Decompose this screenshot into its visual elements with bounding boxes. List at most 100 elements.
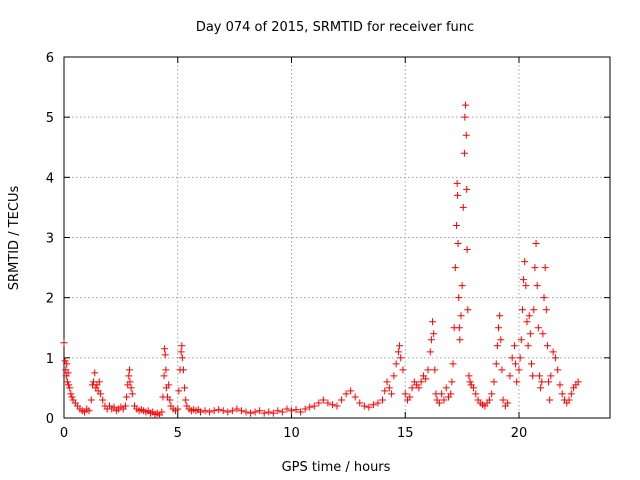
data-point-0-220: [528, 360, 536, 368]
data-point-0-239: [551, 354, 559, 362]
data-point-0-228: [537, 384, 545, 392]
data-point-0-175: [460, 149, 468, 157]
data-point-0-67: [166, 396, 174, 404]
data-point-0-238: [549, 348, 557, 356]
data-point-0-0: [60, 339, 68, 347]
data-point-0-209: [515, 366, 523, 374]
data-point-0-120: [351, 393, 359, 401]
data-point-0-61: [161, 345, 169, 353]
data-point-0-129: [385, 384, 393, 392]
data-point-0-74: [177, 348, 185, 356]
data-point-0-9: [67, 390, 75, 398]
data-point-0-217: [524, 342, 532, 350]
data-point-0-155: [435, 399, 443, 407]
data-point-0-110: [306, 403, 314, 411]
data-point-0-117: [338, 396, 346, 404]
data-point-0-177: [462, 101, 470, 109]
data-point-0-130: [388, 390, 396, 398]
x-tick-label-4: 20: [511, 426, 528, 441]
data-point-0-33: [110, 403, 118, 411]
data-point-0-219: [526, 330, 534, 338]
data-point-0-108: [297, 408, 305, 416]
x-tick-label-1: 5: [174, 426, 182, 441]
data-point-0-193: [488, 390, 496, 398]
data-point-0-245: [565, 396, 573, 404]
y-tick-label-5: 5: [46, 111, 54, 126]
data-point-0-210: [516, 354, 524, 362]
y-tick-label-4: 4: [46, 171, 54, 186]
data-point-0-235: [545, 378, 553, 386]
data-point-0-161: [448, 378, 456, 386]
data-point-0-176: [461, 113, 469, 121]
data-point-0-97: [247, 409, 255, 417]
data-point-0-76: [178, 354, 186, 362]
data-point-0-132: [392, 360, 400, 368]
data-point-0-90: [215, 406, 223, 414]
data-point-0-182: [465, 372, 473, 380]
data-point-0-148: [426, 348, 434, 356]
y-tick-label-6: 6: [46, 51, 54, 66]
data-point-0-205: [508, 354, 516, 362]
data-point-0-233: [542, 306, 550, 314]
data-point-0-168: [454, 240, 462, 248]
data-point-0-58: [158, 408, 166, 416]
data-point-0-143: [415, 384, 423, 392]
data-point-0-136: [399, 366, 407, 374]
data-point-0-119: [347, 387, 355, 395]
data-point-0-19: [87, 396, 95, 404]
x-tick-label-3: 15: [397, 426, 414, 441]
data-point-0-144: [417, 378, 425, 386]
data-point-0-106: [288, 407, 295, 415]
data-point-0-123: [365, 403, 373, 411]
x-tick-label-0: 0: [60, 426, 68, 441]
data-point-0-127: [381, 387, 389, 395]
data-point-0-172: [457, 312, 465, 320]
data-point-0-151: [430, 330, 438, 338]
data-point-0-113: [319, 396, 327, 404]
data-point-0-18: [85, 407, 93, 415]
data-point-0-39: [123, 393, 131, 401]
data-point-0-38: [121, 402, 129, 410]
data-point-0-169: [455, 294, 463, 302]
data-point-0-112: [315, 399, 323, 407]
data-point-0-167: [454, 191, 462, 199]
y-axis-label: SRMTID / TECUs: [7, 186, 22, 291]
data-point-0-179: [463, 185, 471, 193]
data-point-0-227: [535, 372, 543, 380]
data-point-0-7: [65, 381, 73, 389]
data-point-0-3: [62, 372, 70, 380]
data-point-0-225: [533, 282, 541, 290]
data-point-0-221: [529, 372, 537, 380]
data-point-0-101: [265, 408, 273, 416]
data-point-0-100: [260, 409, 268, 417]
data-point-0-6: [64, 369, 72, 377]
data-point-0-121: [356, 399, 364, 407]
data-point-0-213: [520, 276, 528, 284]
data-point-0-91: [219, 407, 227, 415]
data-point-0-126: [379, 396, 386, 404]
data-point-0-173: [458, 282, 466, 290]
data-point-0-186: [472, 390, 480, 398]
data-point-0-63: [162, 366, 170, 374]
data-point-0-115: [328, 401, 336, 409]
y-tick-label-2: 2: [46, 292, 54, 307]
data-point-0-165: [452, 221, 460, 229]
data-point-0-241: [556, 381, 564, 389]
data-point-0-111: [310, 402, 318, 410]
data-point-0-236: [546, 396, 554, 404]
data-point-0-207: [512, 360, 520, 368]
data-point-0-183: [466, 378, 474, 386]
data-point-0-5: [63, 378, 71, 386]
data-point-0-170: [455, 324, 463, 332]
data-point-0-150: [429, 318, 437, 326]
data-point-0-122: [360, 402, 368, 410]
data-point-0-95: [237, 407, 245, 415]
data-point-0-93: [228, 407, 236, 415]
data-point-0-203: [504, 399, 512, 407]
data-point-0-79: [182, 396, 190, 404]
data-point-0-208: [513, 378, 521, 386]
data-point-0-44: [127, 384, 135, 392]
data-point-0-116: [333, 402, 341, 410]
data-point-0-102: [269, 409, 277, 417]
